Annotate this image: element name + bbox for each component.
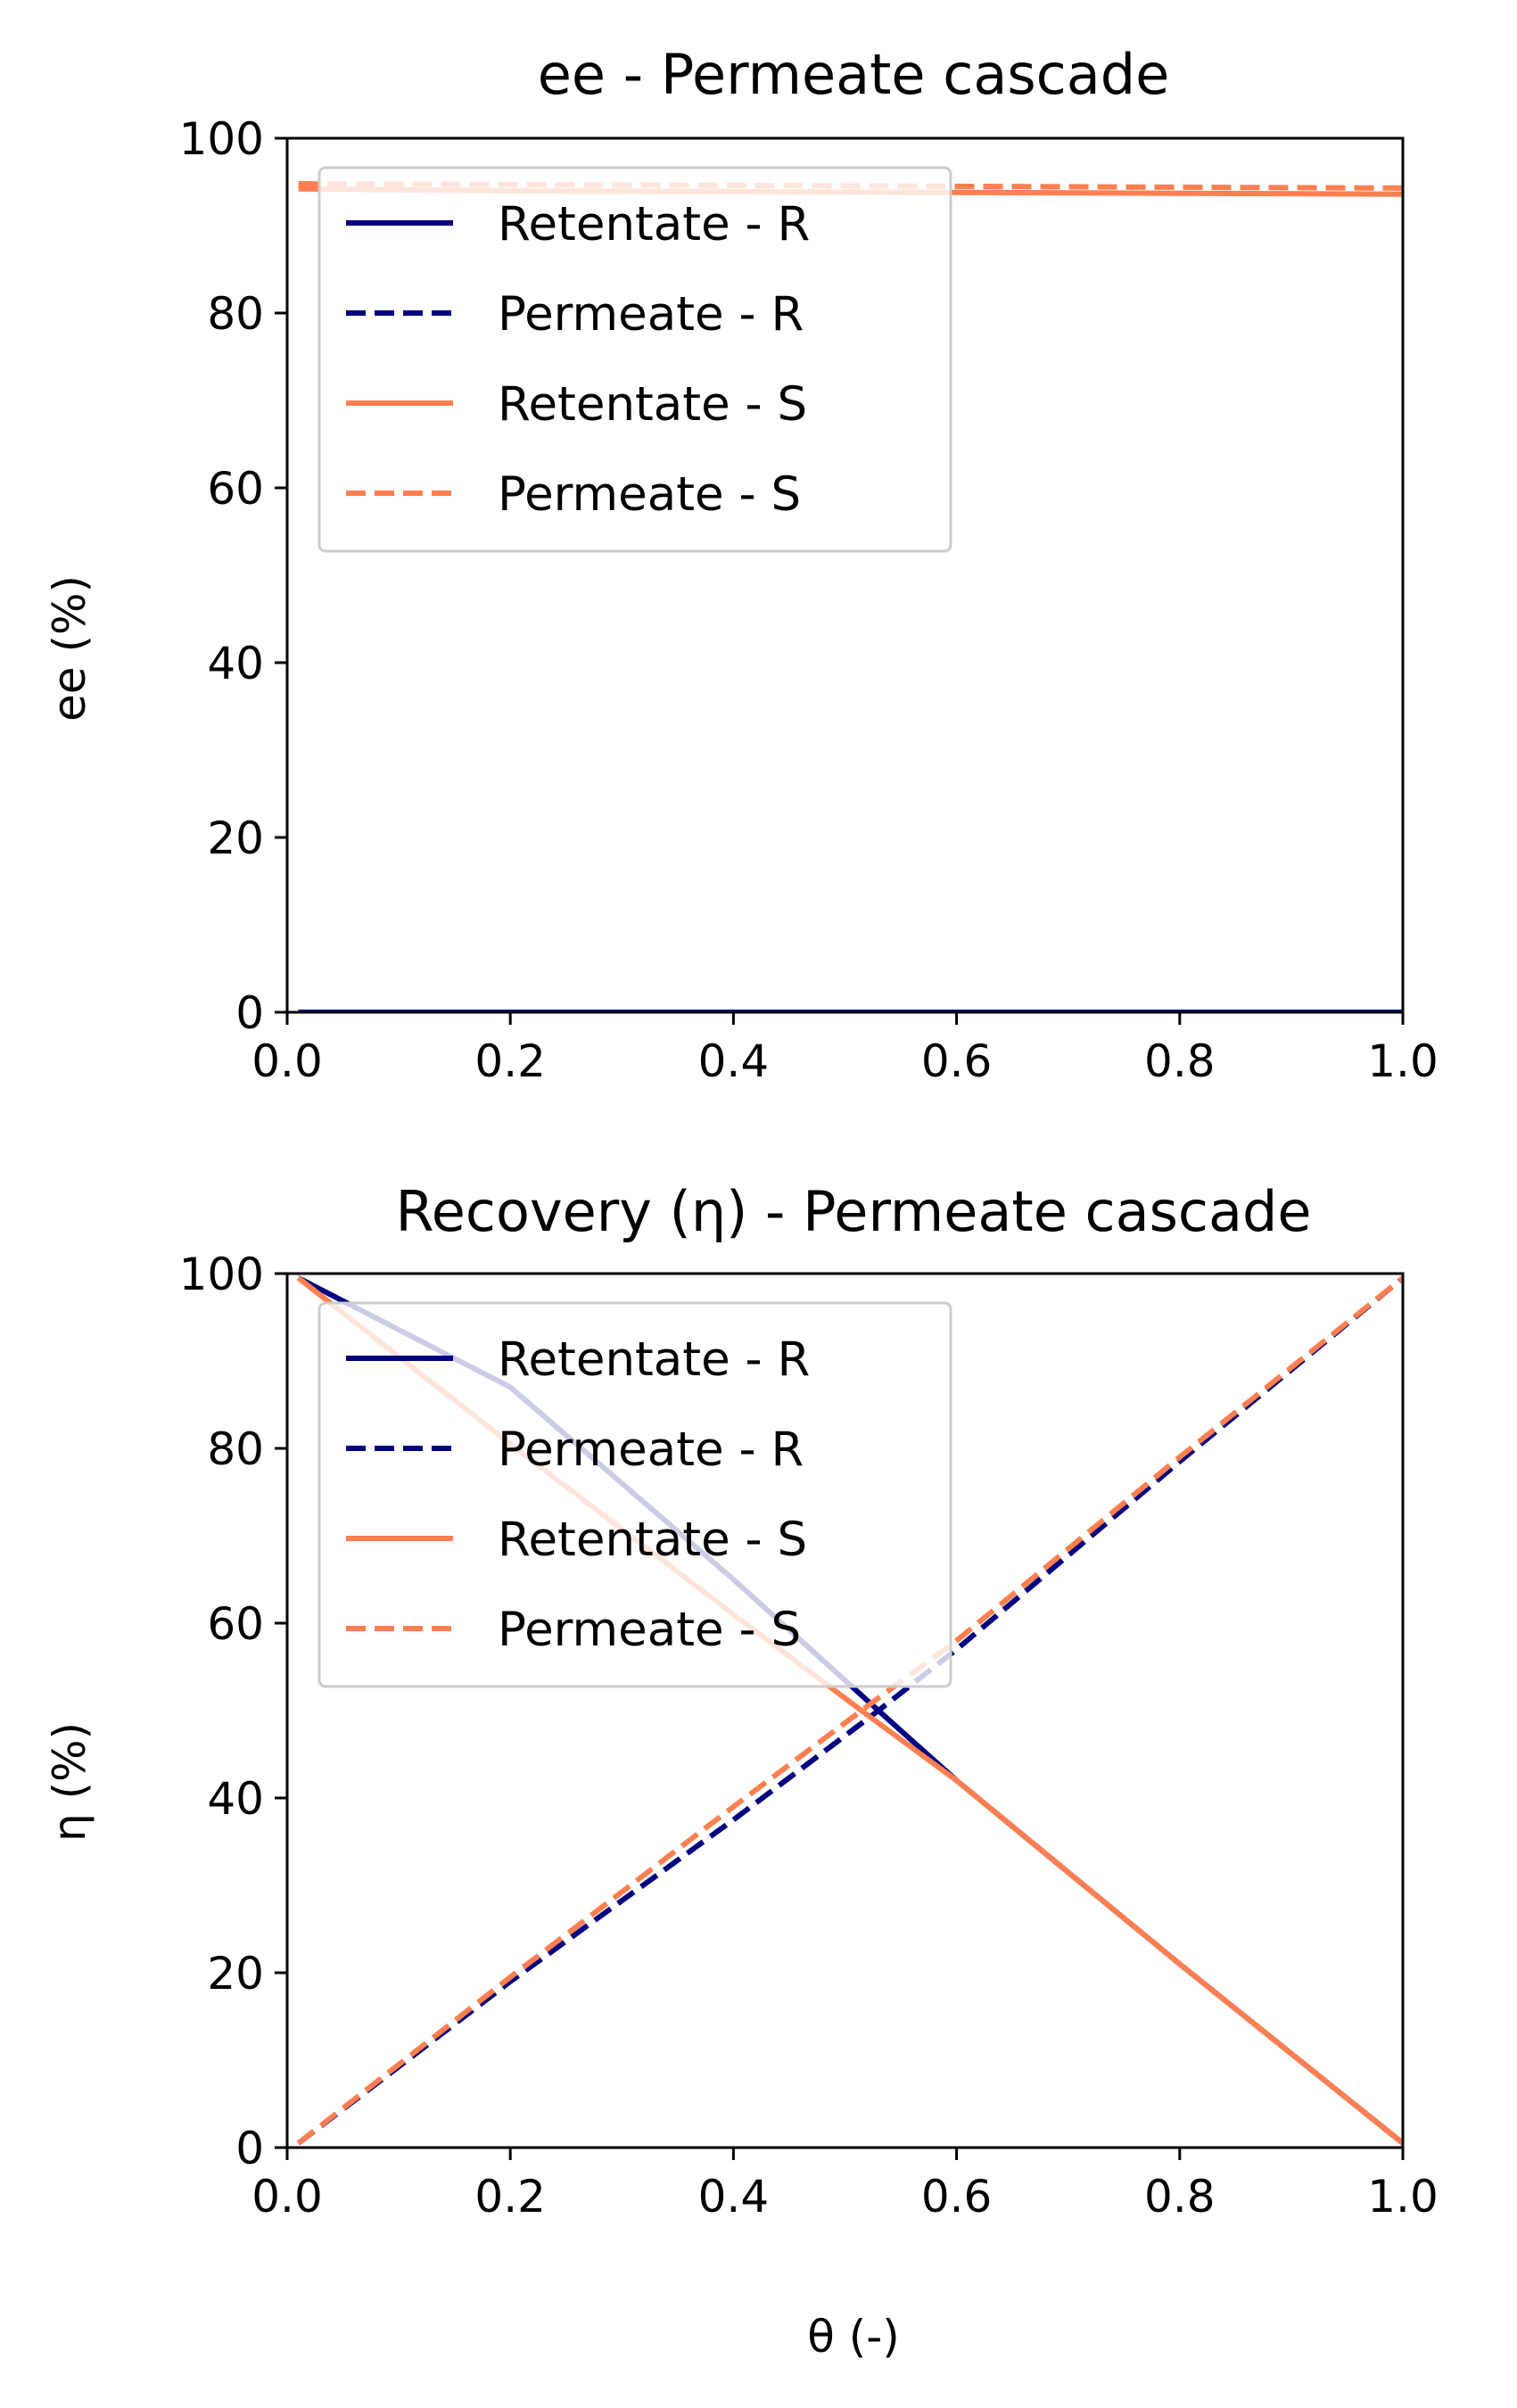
y-tick-label: 60 — [207, 463, 264, 515]
y-tick-label: 0 — [235, 2123, 264, 2174]
legend-label: Permeate - R — [498, 1423, 804, 1477]
x-tick-label: 0.6 — [921, 2171, 993, 2222]
chart-title: Recovery (η) - Permeate cascade — [395, 1179, 1311, 1244]
legend: Retentate - R Permeate - R Retentate - S Pe… — [317, 1301, 952, 1688]
x-axis-label: θ (-) — [807, 2311, 900, 2363]
x-tick-label: 0.8 — [1144, 2171, 1216, 2222]
legend-label: Permeate - S — [498, 1603, 801, 1657]
x-tick-label: 1.0 — [1367, 2171, 1439, 2222]
y-tick-label: 20 — [207, 1948, 264, 2000]
recovery-plot-area: 0.0 0.2 0.4 0.6 0.8 1.0 0 20 40 60 80 100 Retentate … — [179, 1249, 1439, 2222]
x-tick-label: 0.4 — [698, 1035, 770, 1087]
legend-label: Retentate - S — [498, 1513, 807, 1567]
legend-label: Retentate - R — [498, 197, 810, 252]
y-tick-label: 100 — [179, 113, 264, 165]
series-line-permeate-r — [296, 1275, 1403, 2146]
ee-plot-area: 0.0 0.2 0.4 0.6 0.8 1.0 0 20 40 60 80 100 Retentate … — [179, 113, 1439, 1087]
ee-chart-panel: ee - Permeate cascade ee (%) 0.0 0.2 0.4 0.… — [44, 42, 1439, 1087]
y-tick-label: 100 — [179, 1249, 264, 1300]
y-tick-label: 0 — [235, 987, 264, 1039]
legend-box — [317, 166, 952, 553]
y-axis-label: η (%) — [44, 1722, 95, 1842]
y-axis-label: ee (%) — [44, 575, 95, 722]
legend-box — [317, 1301, 952, 1688]
legend-label: Permeate - S — [498, 467, 801, 522]
x-tick-label: 1.0 — [1367, 1035, 1439, 1087]
y-tick-label: 60 — [207, 1598, 264, 1650]
x-tick-label: 0.4 — [698, 2171, 770, 2222]
x-tick-label: 0.0 — [251, 2171, 323, 2222]
x-tick-label: 0.2 — [474, 2171, 546, 2222]
chart-title: ee - Permeate cascade — [538, 42, 1169, 107]
recovery-chart-panel: Recovery (η) - Permeate cascade η (%) θ … — [44, 1179, 1439, 2363]
x-tick-label: 0.2 — [474, 1035, 546, 1087]
y-tick-label: 20 — [207, 812, 264, 864]
series-line-permeate-s — [296, 1275, 1403, 2146]
y-tick-label: 80 — [207, 288, 264, 340]
y-tick-label: 40 — [207, 1773, 264, 1825]
y-tick-label: 80 — [207, 1423, 264, 1475]
axes-frame — [285, 136, 1405, 1014]
x-tick-label: 0.0 — [251, 1035, 323, 1087]
legend-label: Retentate - R — [498, 1332, 810, 1387]
x-tick-label: 0.8 — [1144, 1035, 1216, 1087]
legend-label: Permeate - R — [498, 287, 804, 342]
legend-label: Retentate - S — [498, 377, 807, 432]
y-tick-label: 40 — [207, 638, 264, 689]
x-tick-label: 0.6 — [921, 1035, 993, 1087]
legend: Retentate - R Permeate - R Retentate - S Pe… — [317, 166, 952, 553]
axes-frame — [285, 1272, 1405, 2149]
